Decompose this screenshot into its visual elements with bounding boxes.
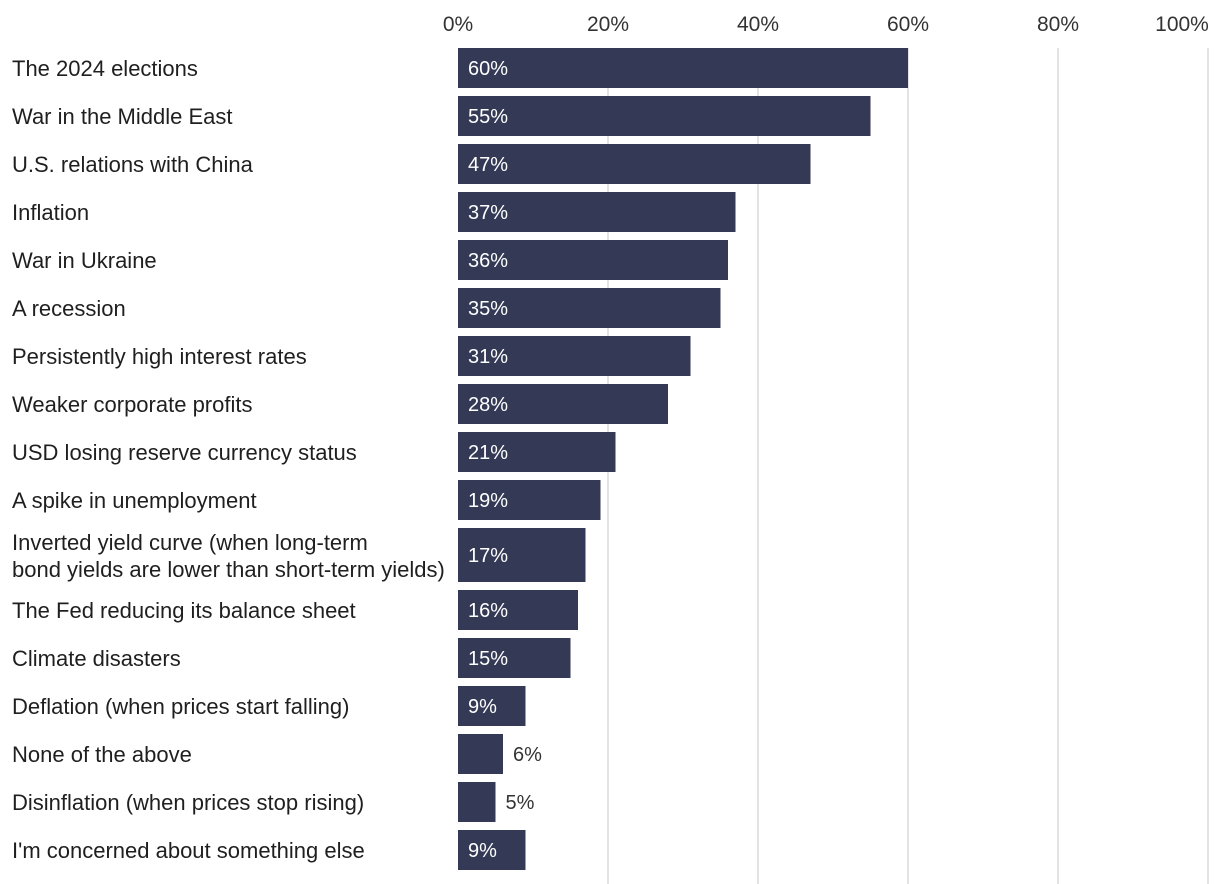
bar <box>458 336 691 376</box>
category-label: Deflation (when prices start falling) <box>12 694 349 719</box>
x-axis-ticks: 0% 20% 40% 60% 80% 100% <box>443 13 1209 36</box>
value-label: 9% <box>468 840 497 862</box>
category-label: Inflation <box>12 200 89 225</box>
category-label: War in Ukraine <box>12 248 157 273</box>
value-label: 35% <box>468 298 508 320</box>
value-label: 15% <box>468 648 508 670</box>
category-label: I'm concerned about something else <box>12 838 365 863</box>
category-labels: The 2024 elections War in the Middle East… <box>12 56 445 863</box>
x-tick-label: 100% <box>1155 13 1209 36</box>
value-label: 21% <box>468 442 508 464</box>
bar <box>458 48 908 88</box>
bar <box>458 480 601 520</box>
category-label: A spike in unemployment <box>12 488 257 513</box>
gridlines <box>607 48 1209 884</box>
category-label: The 2024 elections <box>12 56 198 81</box>
bar <box>458 734 503 774</box>
value-label: 17% <box>468 545 508 567</box>
bar <box>458 240 728 280</box>
bar <box>458 288 721 328</box>
value-label: 16% <box>468 600 508 622</box>
bar <box>458 144 811 184</box>
value-label: 19% <box>468 490 508 512</box>
value-label: 55% <box>468 106 508 128</box>
category-label: USD losing reserve currency status <box>12 440 357 465</box>
category-label: Climate disasters <box>12 646 181 671</box>
bar <box>458 384 668 424</box>
value-label: 5% <box>506 792 535 814</box>
x-tick-label: 40% <box>737 13 779 36</box>
bar <box>458 686 526 726</box>
category-label: Disinflation (when prices stop rising) <box>12 790 364 815</box>
category-label: War in the Middle East <box>12 104 233 129</box>
value-label: 60% <box>468 58 508 80</box>
category-label: None of the above <box>12 742 192 767</box>
value-label: 6% <box>513 744 542 766</box>
x-tick-label: 20% <box>587 13 629 36</box>
x-tick-label: 80% <box>1037 13 1079 36</box>
value-label: 9% <box>468 696 497 718</box>
bar <box>458 830 526 870</box>
value-label: 31% <box>468 346 508 368</box>
bar <box>458 590 578 630</box>
category-label: The Fed reducing its balance sheet <box>12 598 356 623</box>
value-label: 37% <box>468 202 508 224</box>
bar <box>458 192 736 232</box>
value-labels: 60% 55% 47% 37% 36% 35% 31% 28% 21% 19% 17% 16% 15% 9… <box>468 58 542 862</box>
value-label: 47% <box>468 154 508 176</box>
x-tick-label: 60% <box>887 13 929 36</box>
x-tick-label: 0% <box>443 13 473 36</box>
bar <box>458 638 571 678</box>
value-label: 28% <box>468 394 508 416</box>
category-label: A recession <box>12 296 126 321</box>
category-label: Inverted yield curve (when long-term bond… <box>12 530 445 582</box>
value-label: 36% <box>468 250 508 272</box>
category-label: Weaker corporate profits <box>12 392 252 417</box>
category-label: Persistently high interest rates <box>12 344 307 369</box>
bars <box>458 48 908 870</box>
bar <box>458 528 586 582</box>
bar <box>458 96 871 136</box>
category-label: U.S. relations with China <box>12 152 254 177</box>
bar <box>458 782 496 822</box>
bar <box>458 432 616 472</box>
